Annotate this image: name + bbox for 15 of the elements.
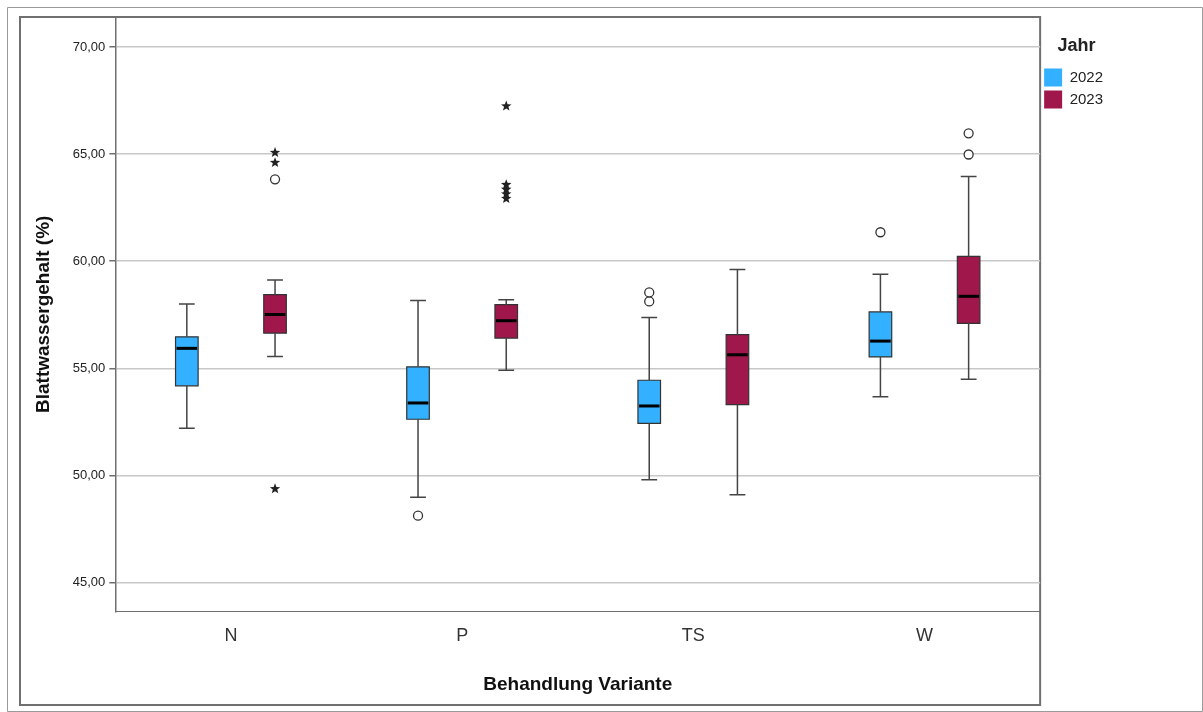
x-tick-label: W [916,625,934,646]
x-tick-label: P [456,625,469,646]
x-tick-label: TS [681,625,705,646]
x-axis-title: Behandlung Variante [483,672,673,694]
y-tick-label: 55,00 [72,359,106,375]
legend-label: 2023 [1069,89,1104,107]
y-tick-label: 50,00 [72,466,106,482]
legend-label: 2022 [1069,67,1104,85]
x-tick-label: N [224,625,238,646]
legend-title: Jahr [1057,34,1096,55]
y-tick-label: 45,00 [72,574,106,590]
y-tick-label: 60,00 [72,252,106,268]
y-tick-label: 65,00 [72,145,106,161]
y-axis-title: Blattwassergehalt (%) [31,215,53,414]
y-tick-label: 70,00 [72,38,106,54]
